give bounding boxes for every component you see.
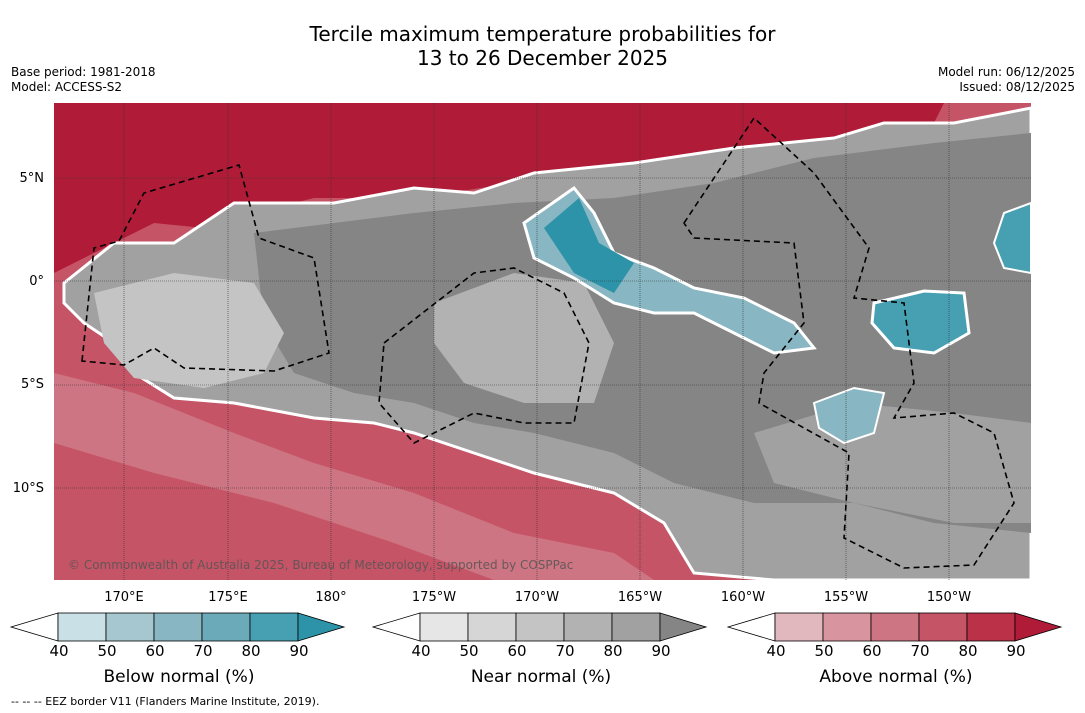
below-normal-south-patch — [812, 386, 886, 445]
below-normal-far-east — [992, 201, 1031, 275]
colorbar-segment — [611, 612, 661, 642]
colorbar-tick: 60 — [507, 642, 527, 660]
issued-label: Issued: 08/12/2025 — [959, 80, 1075, 94]
colorbar-segment — [966, 612, 1016, 642]
lat-label: 0° — [29, 274, 44, 289]
colorbar-tick: 80 — [603, 642, 623, 660]
colorbar-below-normal: 40 50 60 70 80 90 Below normal (%) — [9, 612, 348, 692]
colorbar-segment — [822, 612, 872, 642]
colorbar-segment — [201, 612, 251, 642]
near-normal-southeast — [754, 403, 1031, 523]
colorbar-title: Near normal (%) — [470, 667, 612, 687]
near-normal-central-light — [434, 273, 614, 403]
colorbar-tick: 80 — [241, 642, 261, 660]
graticule — [54, 103, 1031, 580]
copyright-notice: © Commonwealth of Australia 2025, Bureau… — [68, 558, 574, 572]
colorbar-extend-low — [9, 612, 59, 642]
colorbar-segment — [249, 612, 299, 642]
colorbar-segment — [153, 612, 203, 642]
colorbar-tick: 60 — [145, 642, 165, 660]
lon-label: 155°W — [823, 590, 869, 605]
colorbar-segment — [419, 612, 469, 642]
colorbar-extend-high — [659, 612, 708, 642]
colorbar-swatches — [726, 612, 1063, 642]
map-title-line2: 13 to 26 December 2025 — [416, 46, 668, 70]
colorbar-segment — [563, 612, 613, 642]
map-title-line1: Tercile maximum temperature probabilitie… — [309, 22, 776, 46]
below-normal-east — [870, 289, 971, 355]
colorbar-tick: 50 — [97, 642, 117, 660]
colorbar-near-normal: 40 50 60 70 80 90 Near normal (%) — [371, 612, 710, 692]
model-run-label: Model run: 06/12/2025 — [937, 65, 1075, 79]
colorbar-above-normal: 40 50 60 70 80 90 Above normal (%) — [726, 612, 1065, 692]
lon-label: 170°E — [104, 590, 144, 605]
colorbar-segment — [774, 612, 824, 642]
colorbar-tick: 60 — [862, 642, 882, 660]
colorbar-title: Above normal (%) — [819, 667, 973, 687]
colorbar-tick: 40 — [766, 642, 786, 660]
colorbar-title: Below normal (%) — [103, 667, 255, 687]
colorbar-extend-low — [726, 612, 776, 642]
lat-label: 10°S — [12, 481, 44, 496]
meta-right: Model run: 06/12/2025 Issued: 08/12/2025 — [938, 65, 1075, 95]
lon-label: 165°W — [617, 590, 663, 605]
above-normal-north-strong — [54, 103, 944, 273]
eez-footnote: -- -- -- EEZ border V11 (Flanders Marine… — [11, 695, 320, 708]
meta-left: Base period: 1981-2018 Model: ACCESS-S2 — [11, 65, 156, 95]
colorbar-extend-high — [1014, 612, 1063, 642]
colorbar-tick: 50 — [814, 642, 834, 660]
colorbar-tick: 40 — [49, 642, 69, 660]
colorbar-swatches — [9, 612, 346, 642]
lat-label: 5°S — [20, 377, 44, 392]
colorbar-tick: 70 — [555, 642, 575, 660]
colorbar-segment — [57, 612, 107, 642]
colorbar-segment — [918, 612, 968, 642]
colorbar-tick: 90 — [651, 642, 671, 660]
above-normal-south-strong — [54, 443, 494, 580]
lon-label: 170°W — [514, 590, 560, 605]
lon-label: 175°E — [208, 590, 248, 605]
map-title: Tercile maximum temperature probabilitie… — [0, 22, 1085, 70]
model-label: Model: ACCESS-S2 — [11, 80, 123, 94]
lon-label: 150°W — [926, 590, 972, 605]
below-normal-central — [522, 185, 817, 355]
colorbar-tick: 90 — [289, 642, 309, 660]
lon-label: 160°W — [720, 590, 766, 605]
base-period-label: Base period: 1981-2018 — [11, 65, 156, 79]
colorbar-extend-high — [297, 612, 346, 642]
below-normal-central-core — [544, 198, 634, 293]
colorbar-extend-low — [371, 612, 421, 642]
colorbar-tick: 70 — [910, 642, 930, 660]
colorbar-segment — [467, 612, 517, 642]
eez-borders — [81, 116, 1015, 569]
probability-map — [54, 103, 1031, 580]
near-normal-west-light — [94, 273, 284, 388]
colorbar-segment — [105, 612, 155, 642]
lon-label: 180° — [315, 590, 347, 605]
colorbar-segment — [870, 612, 920, 642]
colorbar-segment — [515, 612, 565, 642]
colorbar-swatches — [371, 612, 708, 642]
colorbar-tick: 80 — [958, 642, 978, 660]
colorbar-tick: 40 — [411, 642, 431, 660]
colorbar-tick: 50 — [459, 642, 479, 660]
colorbar-tick: 90 — [1006, 642, 1026, 660]
lon-label: 175°W — [411, 590, 457, 605]
lat-label: 5°N — [19, 171, 45, 186]
colorbar-tick: 70 — [193, 642, 213, 660]
